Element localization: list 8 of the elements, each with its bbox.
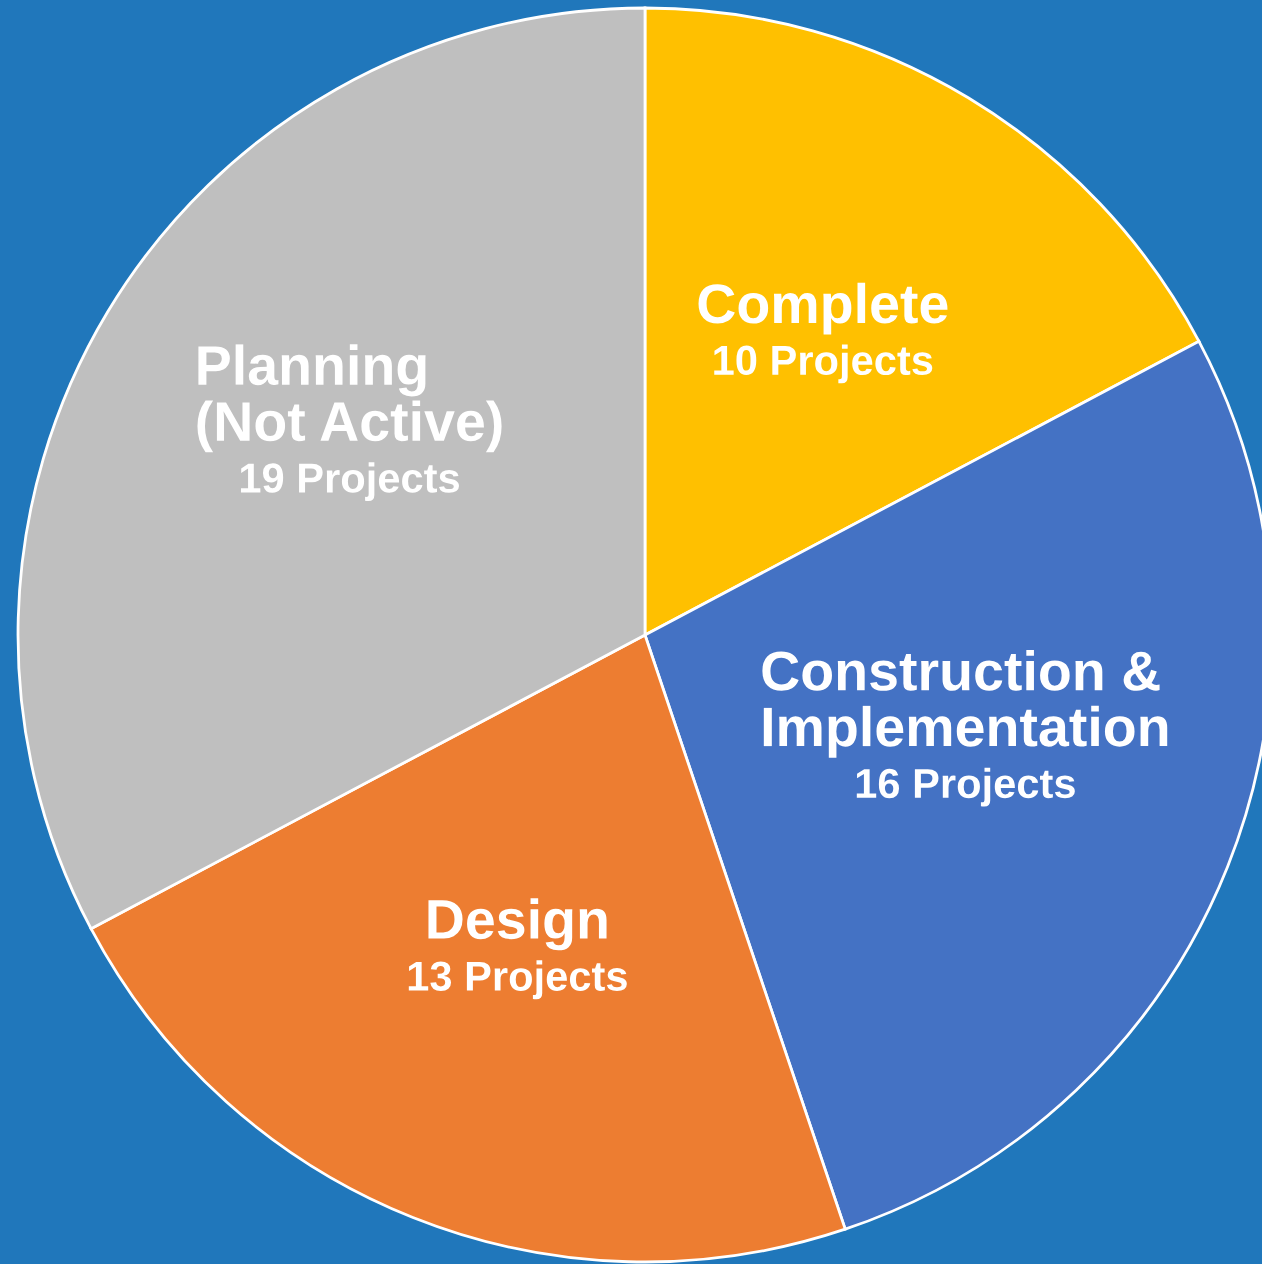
slice-label: Planning (Not Active) [197, 344, 502, 453]
data-label: 19 Projects [240, 462, 459, 502]
slice-label: Design [428, 898, 607, 951]
data-label: 16 Projects [856, 767, 1075, 807]
slice-label: Complete [698, 282, 948, 335]
data-label: 13 Projects [408, 960, 627, 1000]
slice-label: Construction & Implementation [762, 650, 1168, 758]
data-label: 10 Projects [714, 344, 933, 384]
